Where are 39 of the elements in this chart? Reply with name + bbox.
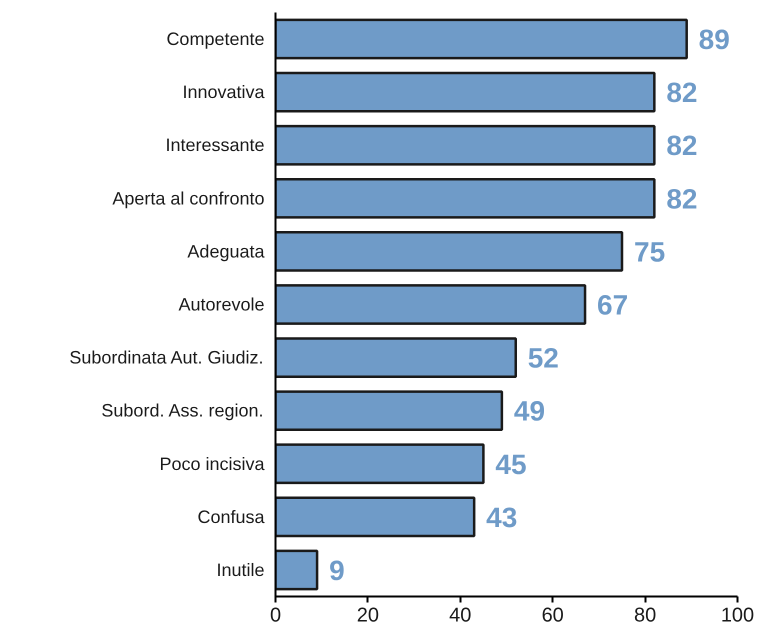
data-label: 43	[486, 502, 518, 533]
bar	[276, 124, 656, 166]
x-tick-label: 40	[449, 604, 472, 626]
y-tick-label: Confusa	[197, 506, 266, 527]
y-tick-label: Innovativa	[182, 82, 266, 102]
y-tick-label: Competente	[166, 29, 265, 50]
bar	[276, 18, 688, 60]
bar	[276, 337, 517, 378]
data-label: 9	[329, 554, 345, 586]
data-label: 82	[666, 130, 698, 162]
x-tick-label: 0	[270, 604, 282, 626]
x-tick-label: 60	[542, 604, 564, 626]
data-label: 49	[514, 396, 546, 427]
data-label: 75	[634, 236, 666, 268]
y-tick-label: Interessante	[165, 135, 264, 156]
bar	[276, 390, 504, 432]
bar	[276, 443, 485, 484]
y-tick-label: Aperta al confronto	[112, 188, 265, 208]
bar	[276, 550, 318, 590]
x-tick-label: 20	[356, 604, 380, 626]
y-tick-label: Autorevole	[178, 294, 265, 314]
bar	[276, 72, 656, 112]
bar	[276, 496, 476, 538]
y-tick-label: Subordinata Aut. Giudiz.	[69, 348, 264, 368]
y-tick-label: Poco incisiva	[159, 454, 266, 474]
data-label: 82	[666, 77, 698, 108]
bar	[276, 178, 656, 219]
data-label: 52	[528, 342, 559, 374]
y-tick-label: Subord. Ass. region.	[101, 400, 264, 421]
data-label: 45	[495, 448, 527, 480]
data-label: 89	[698, 24, 730, 56]
data-label: 67	[597, 290, 628, 320]
data-label: 82	[666, 183, 698, 214]
y-tick-label: Adeguata	[187, 241, 266, 262]
bar	[276, 284, 586, 325]
bar	[276, 231, 624, 272]
x-tick-label: 80	[634, 604, 656, 626]
y-tick-label: Inutile	[216, 560, 265, 580]
x-tick-label: 100	[720, 604, 754, 626]
